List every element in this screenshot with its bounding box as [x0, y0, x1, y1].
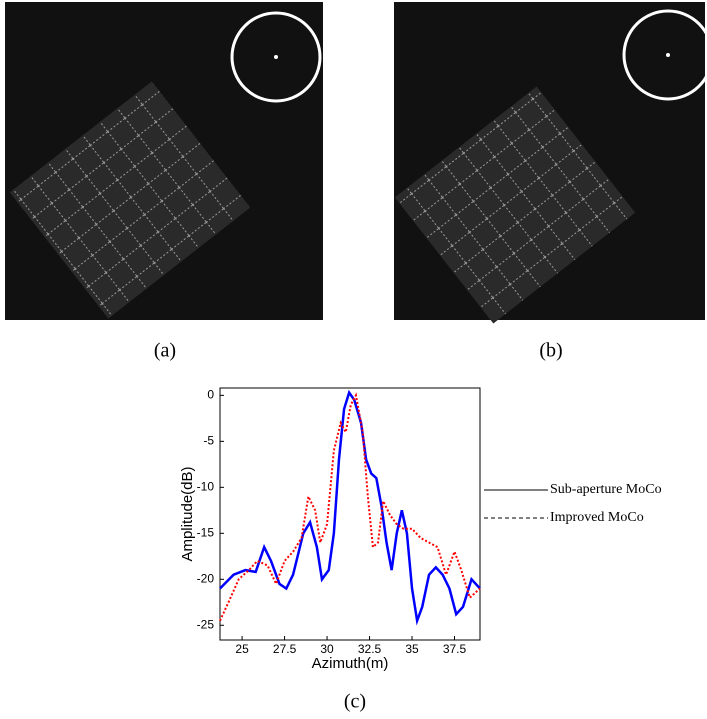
- legend-label: Improved MoCo: [550, 510, 644, 525]
- y-axis-label: Amplitude(dB): [179, 466, 196, 561]
- sar-image-a: [5, 2, 323, 320]
- line-series: [219, 389, 481, 626]
- y-tick-label: -15: [197, 525, 215, 539]
- y-tick-label: -25: [197, 617, 215, 631]
- plot-frame: [219, 387, 481, 641]
- x-tick-label: 27.5: [273, 642, 297, 656]
- x-tick-label: 35: [405, 642, 419, 656]
- panel-label: (a): [154, 340, 176, 362]
- y-tick-label: -10: [197, 480, 215, 494]
- y-tick-label: -20: [197, 571, 215, 585]
- sar-image-b: [394, 2, 707, 324]
- panel-label: (c): [344, 691, 366, 713]
- x-axis-label: Azimuth(m): [312, 655, 389, 672]
- x-tick-label: 37.5: [443, 642, 467, 656]
- panel-label: (b): [539, 340, 562, 362]
- y-tick-label: 0: [207, 388, 214, 402]
- x-tick-label: 32.5: [358, 642, 382, 656]
- x-tick-label: 25: [235, 642, 249, 656]
- y-tick-label: -5: [203, 434, 214, 448]
- legend-label: Sub-aperture MoCo: [550, 482, 662, 497]
- line-series: [219, 392, 481, 622]
- x-tick-label: 30: [320, 642, 334, 656]
